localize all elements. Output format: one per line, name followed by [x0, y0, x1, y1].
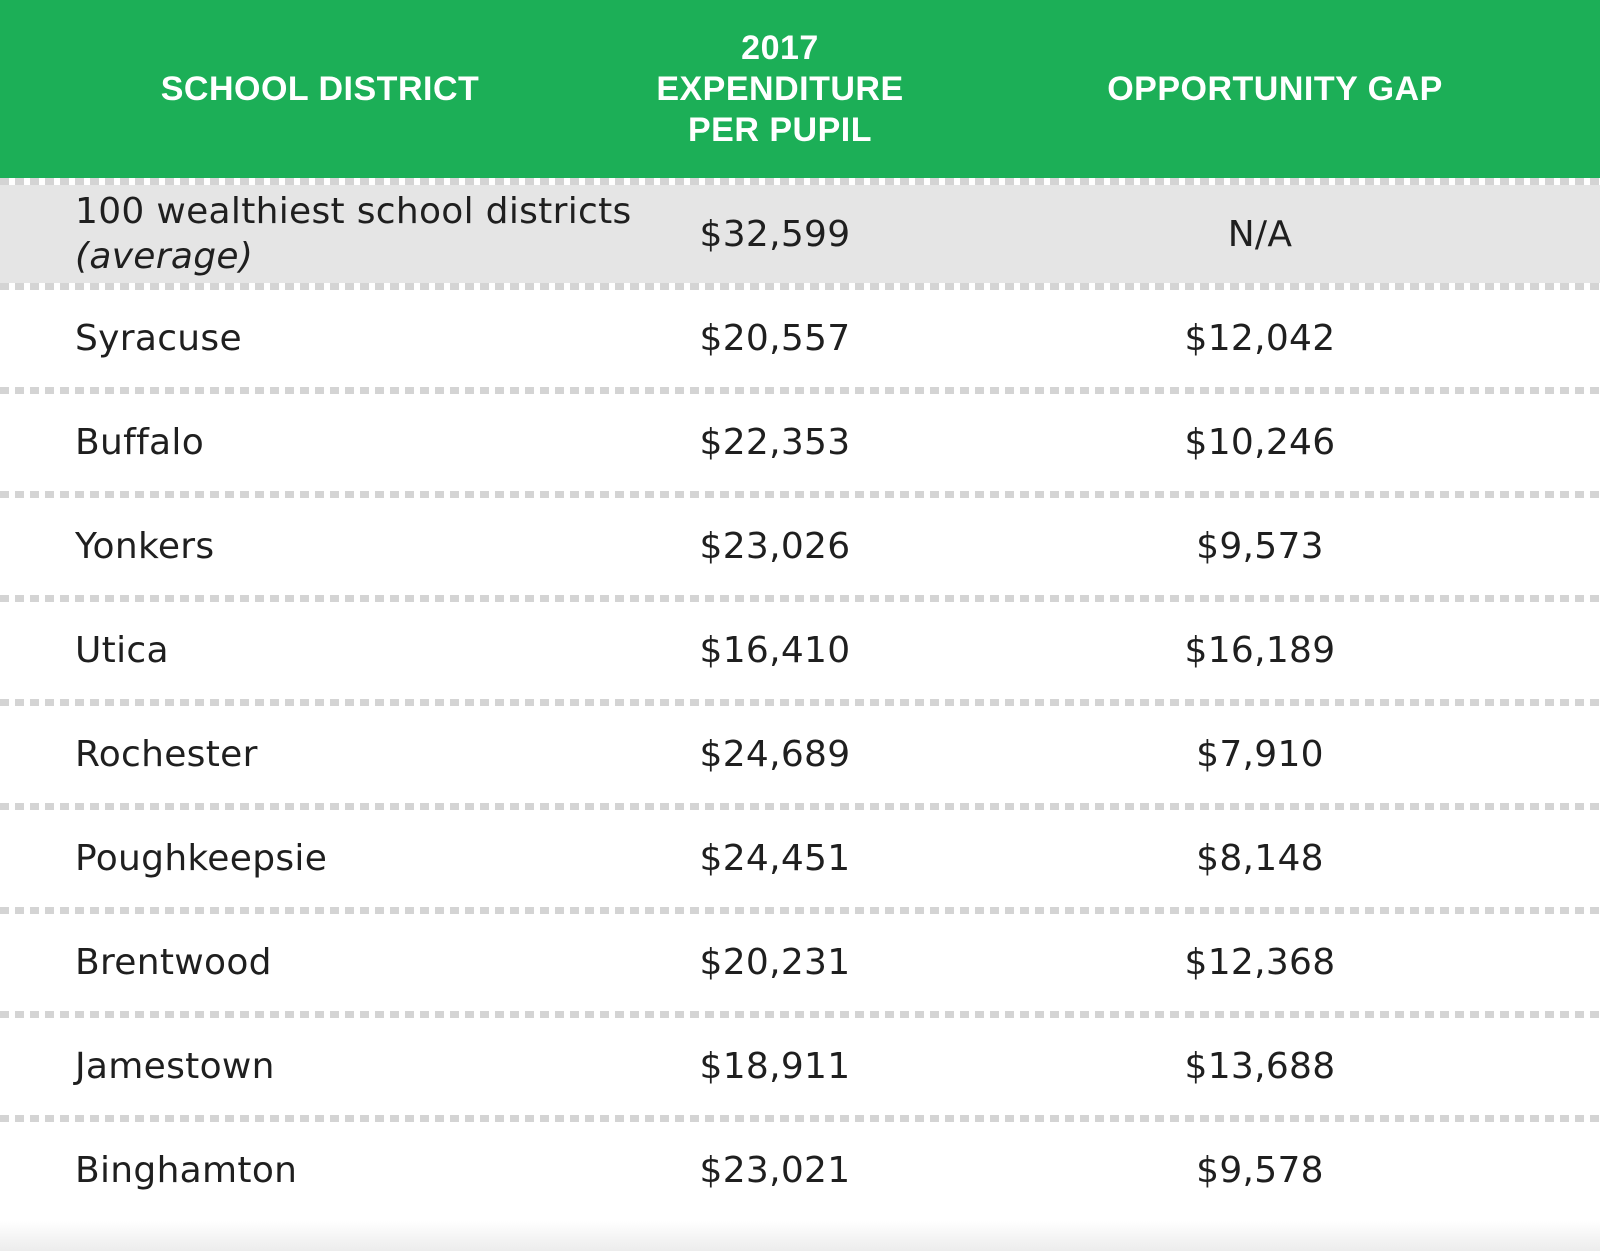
district-cell: Binghamton: [75, 1150, 298, 1191]
expenditure-cell: $20,557: [699, 318, 851, 359]
district-name: 100 wealthiest school districts: [75, 191, 632, 232]
header-expenditure-line1: 2017: [741, 28, 819, 67]
gap-cell: $9,578: [1196, 1150, 1324, 1191]
table-row: Rochester $24,689 $7,910: [0, 706, 1600, 803]
expenditure-cell: $24,689: [699, 734, 851, 775]
row-divider: [0, 1011, 1600, 1018]
expenditure-cell: $20,231: [699, 942, 851, 983]
gap-cell: $10,246: [1184, 422, 1336, 463]
table-row: Buffalo $22,353 $10,246: [0, 394, 1600, 491]
bottom-shadow: [0, 1221, 1600, 1251]
district-cell: Poughkeepsie: [75, 838, 328, 879]
gap-cell: $9,573: [1196, 526, 1324, 567]
expenditure-cell: $32,599: [699, 213, 851, 255]
row-divider: [0, 1115, 1600, 1122]
row-divider: [0, 907, 1600, 914]
gap-cell: $12,368: [1184, 942, 1336, 983]
header-expenditure-line2: EXPENDITURE: [656, 69, 904, 108]
district-cell: Yonkers: [75, 526, 215, 567]
row-divider: [0, 595, 1600, 602]
row-divider: [0, 803, 1600, 810]
table-row: Syracuse $20,557 $12,042: [0, 290, 1600, 387]
gap-cell: $13,688: [1184, 1046, 1336, 1087]
table-row-average: 100 wealthiest school districts (average…: [0, 185, 1600, 283]
district-note: (average): [75, 236, 254, 277]
row-divider: [0, 491, 1600, 498]
expenditure-cell: $18,911: [699, 1046, 851, 1087]
gap-cell: $12,042: [1184, 318, 1336, 359]
gap-cell: N/A: [1227, 213, 1293, 255]
district-cell: 100 wealthiest school districts (average…: [75, 185, 635, 283]
gap-cell: $7,910: [1196, 734, 1324, 775]
expenditure-table: SCHOOL DISTRICT 2017 EXPENDITURE PER PUP…: [0, 0, 1600, 1219]
table-row: Yonkers $23,026 $9,573: [0, 498, 1600, 595]
expenditure-cell: $16,410: [699, 630, 851, 671]
row-divider: [0, 178, 1600, 185]
expenditure-cell: $24,451: [699, 838, 851, 879]
district-cell: Brentwood: [75, 942, 272, 983]
district-cell: Buffalo: [75, 422, 205, 463]
gap-cell: $8,148: [1196, 838, 1324, 879]
row-divider: [0, 283, 1600, 290]
district-cell: Rochester: [75, 734, 258, 775]
header-school-district-label: SCHOOL DISTRICT: [160, 69, 480, 108]
expenditure-cell: $23,021: [699, 1150, 851, 1191]
table-row: Binghamton $23,021 $9,578: [0, 1122, 1600, 1219]
header-opportunity-gap-label: OPPORTUNITY GAP: [1107, 69, 1443, 108]
table-row: Poughkeepsie $24,451 $8,148: [0, 810, 1600, 907]
row-divider: [0, 387, 1600, 394]
gap-cell: $16,189: [1184, 630, 1336, 671]
header-expenditure: 2017 EXPENDITURE PER PUPIL: [590, 0, 970, 178]
header-school-district: SCHOOL DISTRICT: [20, 0, 620, 178]
expenditure-cell: $22,353: [699, 422, 851, 463]
table-row: Brentwood $20,231 $12,368: [0, 914, 1600, 1011]
table-header: SCHOOL DISTRICT 2017 EXPENDITURE PER PUP…: [0, 0, 1600, 178]
expenditure-cell: $23,026: [699, 526, 851, 567]
table-row: Utica $16,410 $16,189: [0, 602, 1600, 699]
district-cell: Utica: [75, 630, 169, 671]
table-row: Jamestown $18,911 $13,688: [0, 1018, 1600, 1115]
district-cell: Jamestown: [75, 1046, 275, 1087]
district-cell: Syracuse: [75, 318, 242, 359]
header-expenditure-line3: PER PUPIL: [688, 110, 872, 149]
row-divider: [0, 699, 1600, 706]
header-opportunity-gap: OPPORTUNITY GAP: [1040, 0, 1510, 178]
